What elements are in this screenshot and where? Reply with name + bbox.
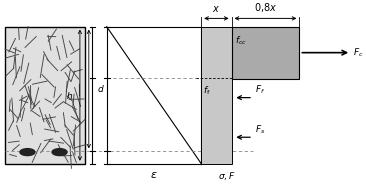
Text: $f_{cc}$: $f_{cc}$ (235, 34, 247, 47)
Text: $\varepsilon$: $\varepsilon$ (150, 170, 158, 180)
Text: $F_s$: $F_s$ (255, 123, 265, 136)
Text: $h$: $h$ (66, 90, 73, 101)
Text: $F_f$: $F_f$ (255, 83, 265, 96)
Circle shape (20, 149, 35, 156)
Bar (232, 27, 299, 79)
Text: $d$: $d$ (97, 83, 104, 95)
Text: $x$: $x$ (212, 4, 220, 14)
Bar (5, 27, 85, 164)
Circle shape (52, 149, 67, 156)
Text: $0{,}8x$: $0{,}8x$ (254, 1, 277, 14)
Bar (201, 27, 232, 164)
Text: $\sigma, F$: $\sigma, F$ (218, 170, 236, 182)
Text: $f_\mathrm{f}$: $f_\mathrm{f}$ (203, 84, 211, 97)
Text: $F_c$: $F_c$ (353, 46, 363, 59)
